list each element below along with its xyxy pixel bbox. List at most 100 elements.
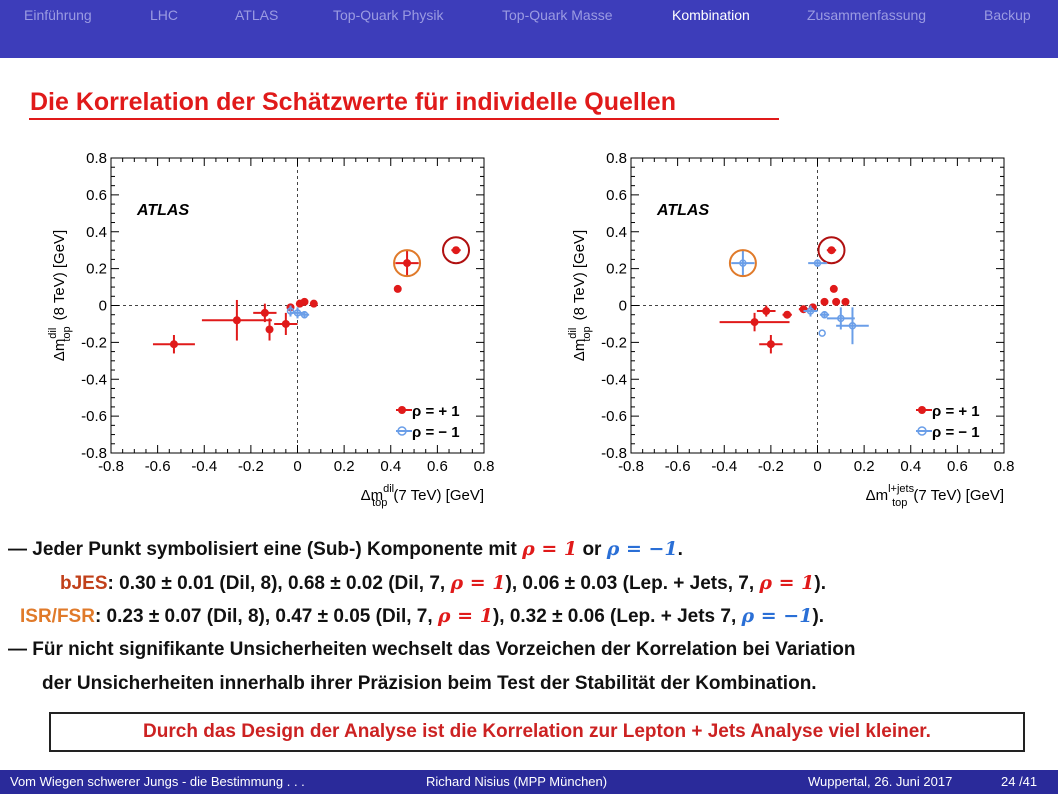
data-point-rho-minus (820, 310, 829, 319)
y-tick-label: 0 (619, 298, 627, 315)
nav-item-lhc[interactable]: LHC (150, 7, 179, 23)
data-point-rho-plus (452, 246, 461, 255)
scatter-chart-dil-vs-ljets: -0.8-0.8 -0.6 -0.6 -0.4 -0.4 -0.2 -0.2 0 0 0.2 0.2… (567, 150, 1014, 509)
data-point-rho-minus (813, 259, 822, 267)
bjes-line: bJES: 0.30 ± 0.01 (Dil, 8), 0.68 ± 0.02 … (60, 572, 826, 594)
data-point-rho-plus (169, 340, 178, 349)
x-tick-label: 0 (293, 458, 301, 475)
nav-item-atlas[interactable]: ATLAS (235, 7, 279, 23)
legend-marker-open (397, 426, 407, 436)
x-tick-label: -0.6 (665, 458, 691, 475)
x-tick-label: 0.2 (854, 458, 875, 475)
nav-item-zusammenfassung[interactable]: Zusammenfassung (807, 7, 927, 23)
callout-box: Durch das Design der Analyse ist die Kor… (49, 712, 1025, 752)
x-tick-label: 0.4 (900, 458, 921, 475)
isr-fsr-line: ISR/FSR: 0.23 ± 0.07 (Dil, 8), 0.47 ± 0.… (20, 605, 825, 627)
y-axis-title: Δmdil top (8 TeV) [GeV] (567, 230, 593, 361)
y-tick-label: 0.4 (606, 224, 627, 241)
y-axis-title-main: Δm (51, 339, 68, 362)
y-tick-label: -0.6 (601, 408, 627, 425)
legend-entry: ρ = − 1 (932, 424, 980, 441)
data-point-rho-plus (841, 297, 850, 306)
y-axis-title-tail: (8 TeV) [GeV] (571, 230, 588, 321)
x-tick-label: -0.8 (618, 458, 644, 475)
data-point-rho-plus (820, 297, 829, 306)
data-point-rho-plus (260, 308, 269, 317)
nav-item-top-quark-masse[interactable]: Top-Quark Masse (502, 7, 613, 23)
y-tick-label: 0.8 (86, 150, 107, 167)
y-tick-label: -0.8 (81, 445, 107, 462)
data-point-rho-minus (293, 309, 302, 317)
data-point-rho-plus (265, 325, 274, 334)
x-axis-title-sup: l+jets (888, 483, 914, 495)
scatter-chart-dil-vs-dil: -0.8-0.8 -0.6 -0.6 -0.4 -0.4 -0.2 -0.2 0 0 0.2 0.2… (47, 150, 495, 509)
data-point-rho-plus (393, 284, 402, 293)
data-point-rho-plus (281, 319, 290, 328)
data-point-rho-plus (827, 246, 836, 255)
nav-item-backup[interactable]: Backup (984, 7, 1031, 23)
legend-entry: ρ = + 1 (412, 403, 460, 420)
x-tick-label: 0.8 (474, 458, 495, 475)
x-axis-title-sup: dil (383, 483, 394, 495)
x-tick-label: -0.4 (711, 458, 737, 475)
legend-marker-open (917, 426, 927, 436)
x-tick-label: -0.6 (145, 458, 171, 475)
x-tick-label: -0.8 (98, 458, 124, 475)
y-tick-label: -0.8 (601, 445, 627, 462)
y-axis-title-sup: dil (47, 328, 59, 339)
legend-entry: ρ = + 1 (932, 403, 980, 420)
highlight-circle (442, 236, 471, 265)
footer-page-number[interactable]: 24 /41 (1001, 774, 1038, 789)
x-axis-title-sub: top (372, 497, 387, 509)
y-axis-title-sub: top (581, 326, 593, 341)
x-axis-title-sub: top (892, 497, 907, 509)
y-tick-label: 0.2 (606, 261, 627, 278)
bullet-line-4: — Für nicht signifikante Unsicherheiten … (8, 639, 856, 660)
atlas-label: ATLAS (656, 202, 709, 219)
y-tick-label: -0.2 (601, 334, 627, 351)
y-tick-label: -0.2 (81, 334, 107, 351)
footer-author: Richard Nisius (MPP München) (426, 774, 608, 789)
y-axis-title-sup: dil (567, 328, 579, 339)
data-point-rho-plus (300, 297, 309, 306)
data-point-rho-plus (403, 259, 412, 268)
data-point-rho-minus (806, 307, 815, 315)
data-point-rho-minus (286, 307, 295, 315)
nav-item-kombination[interactable]: Kombination (672, 7, 750, 23)
y-tick-label: 0 (99, 298, 107, 315)
data-point-rho-minus (848, 322, 857, 330)
atlas-label: ATLAS (136, 202, 189, 219)
legend-entry: ρ = − 1 (412, 424, 460, 441)
y-tick-label: 0.6 (606, 187, 627, 204)
x-axis-title-main: Δm (361, 487, 384, 504)
x-tick-label: 0 (813, 458, 821, 475)
x-axis-title: Δmdil top (7 TeV) [GeV] (361, 483, 484, 509)
x-tick-label: -0.2 (238, 458, 264, 475)
data-point-rho-minus (300, 310, 309, 319)
highlight-circle (817, 236, 846, 265)
x-tick-label: -0.2 (758, 458, 784, 475)
y-tick-label: -0.4 (601, 371, 627, 388)
y-tick-label: -0.4 (81, 371, 107, 388)
y-axis-title-sub: top (61, 326, 73, 341)
y-tick-label: 0.8 (606, 150, 627, 167)
top-navigation: Einführung LHC ATLAS Top-Quark Physik To… (0, 0, 1058, 58)
y-axis-title-main: Δm (571, 339, 588, 362)
x-tick-label: 0.6 (947, 458, 968, 475)
footer-talk-title: Vom Wiegen schwerer Jungs - die Bestimmu… (10, 774, 305, 789)
nav-item-einfuehrung[interactable]: Einführung (24, 7, 92, 23)
x-tick-label: 0.2 (334, 458, 355, 475)
bullet-line-5: der Unsicherheiten innerhalb ihrer Präzi… (42, 673, 817, 694)
x-tick-label: -0.4 (191, 458, 217, 475)
data-point-rho-plus (309, 299, 318, 308)
nav-item-top-quark-physik[interactable]: Top-Quark Physik (333, 7, 444, 23)
data-point-rho-plus (783, 310, 792, 319)
legend-marker-filled (398, 406, 406, 414)
y-tick-label: 0.6 (86, 187, 107, 204)
x-axis-title-main: Δm (866, 487, 889, 504)
highlight-circle (728, 249, 757, 278)
x-axis-title: Δml+jets top (7 TeV) [GeV] (866, 483, 1004, 509)
data-point-rho-plus (766, 340, 775, 349)
x-axis-title-tail: (7 TeV) [GeV] (393, 487, 484, 504)
y-axis-title: Δmdil top (8 TeV) [GeV] (47, 230, 73, 361)
